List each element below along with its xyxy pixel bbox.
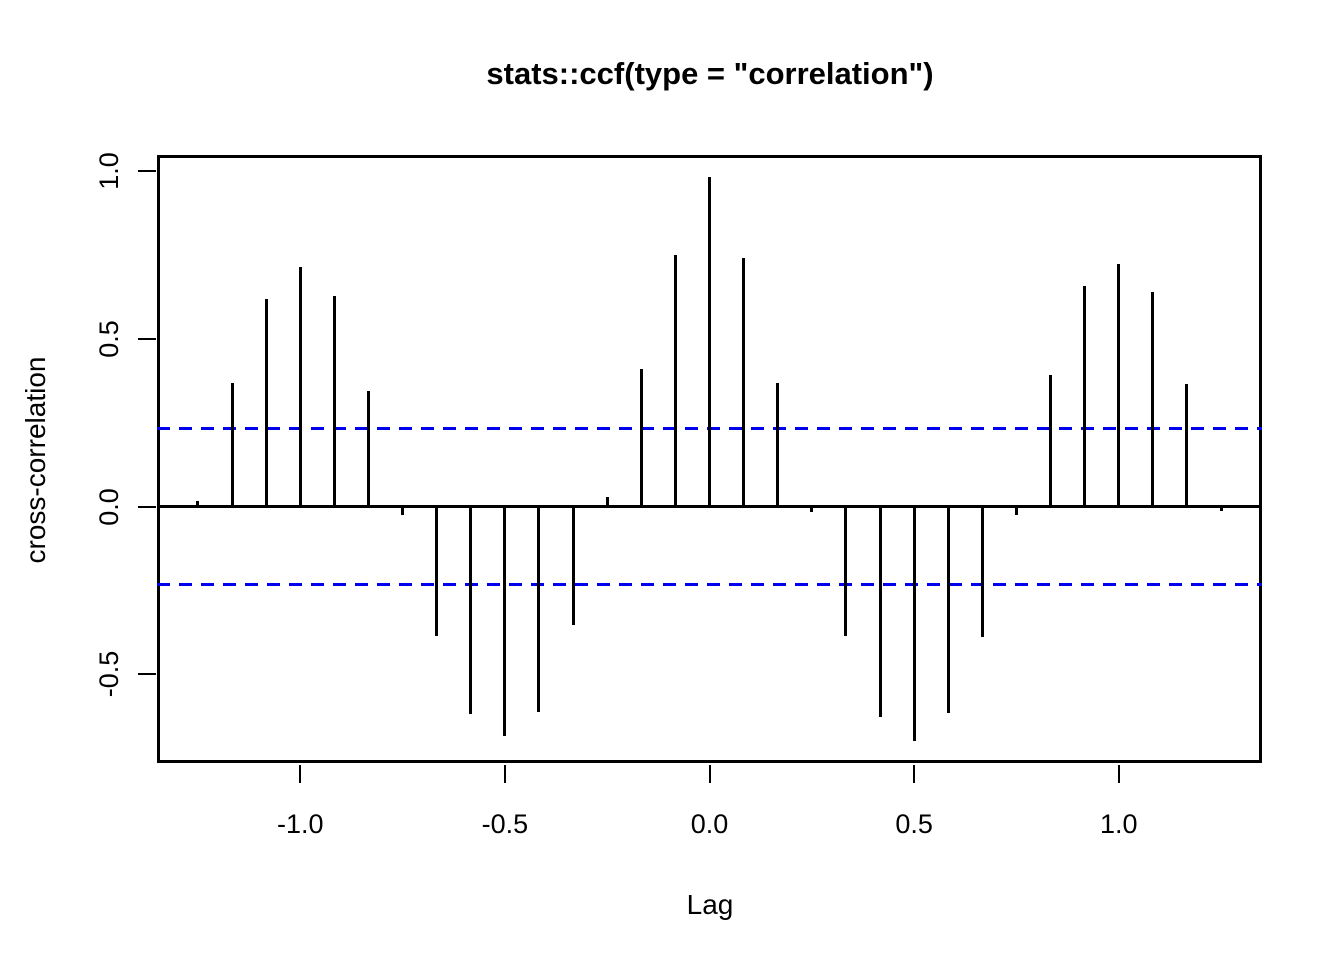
ccf-spike: [1185, 384, 1189, 507]
ccf-spike: [196, 501, 200, 507]
y-tick: [137, 505, 156, 508]
ccf-spike: [844, 506, 848, 637]
ccf-spike: [639, 368, 643, 507]
chart-title: stats::ccf(type = "correlation"): [486, 56, 934, 91]
x-tick: [299, 764, 302, 783]
ccf-spike: [298, 267, 302, 507]
ccf-spike: [605, 497, 609, 507]
ccf-spike: [946, 506, 950, 714]
ccf-spike: [912, 506, 916, 741]
y-axis-title: cross-correlation: [20, 356, 51, 564]
ccf-spike: [878, 506, 882, 717]
ccf-spike: [742, 258, 746, 507]
ccf-spike: [1049, 374, 1053, 507]
ccf-spike: [1083, 285, 1087, 507]
x-tick: [913, 764, 916, 783]
y-tick-label: -0.5: [94, 651, 124, 698]
x-tick: [708, 764, 711, 783]
y-tick-label: 0.0: [94, 487, 124, 526]
ccf-spike: [1219, 506, 1223, 511]
ccf-spike: [503, 506, 507, 737]
x-tick-label: 1.0: [1099, 809, 1138, 839]
ccf-spike: [673, 255, 677, 507]
ccf-spike: [571, 506, 575, 625]
x-axis-title: Lag: [686, 889, 734, 920]
ccf-spike: [469, 506, 473, 714]
y-tick: [137, 673, 156, 676]
x-tick: [503, 764, 506, 783]
x-tick-label: -1.0: [276, 809, 324, 839]
ccf-spike: [708, 177, 711, 507]
ccf-spike: [776, 383, 780, 507]
ccf-spike: [332, 295, 336, 507]
ccf-spike: [1151, 291, 1155, 507]
ccf-spike: [810, 506, 814, 512]
x-tick-label: 0.0: [690, 809, 729, 839]
y-tick: [137, 337, 156, 340]
x-tick: [1117, 764, 1120, 783]
confidence-line-lower: [157, 582, 1262, 586]
y-tick-label: 1.0: [94, 152, 124, 190]
ccf-spike: [366, 391, 370, 507]
ccf-spike: [401, 506, 405, 515]
ccf-spike: [537, 506, 541, 712]
ccf-spike: [1117, 263, 1121, 507]
x-tick-label: -0.5: [481, 809, 529, 839]
y-tick-label: 0.5: [94, 319, 124, 358]
ccf-spike: [1014, 506, 1018, 516]
ccf-spike: [230, 382, 234, 507]
y-tick: [137, 169, 156, 172]
x-tick-label: 0.5: [895, 809, 933, 839]
ccf-spike: [980, 506, 984, 638]
zero-line: [157, 505, 1262, 508]
ccf-spike: [435, 506, 439, 637]
ccf-spike: [264, 299, 268, 507]
